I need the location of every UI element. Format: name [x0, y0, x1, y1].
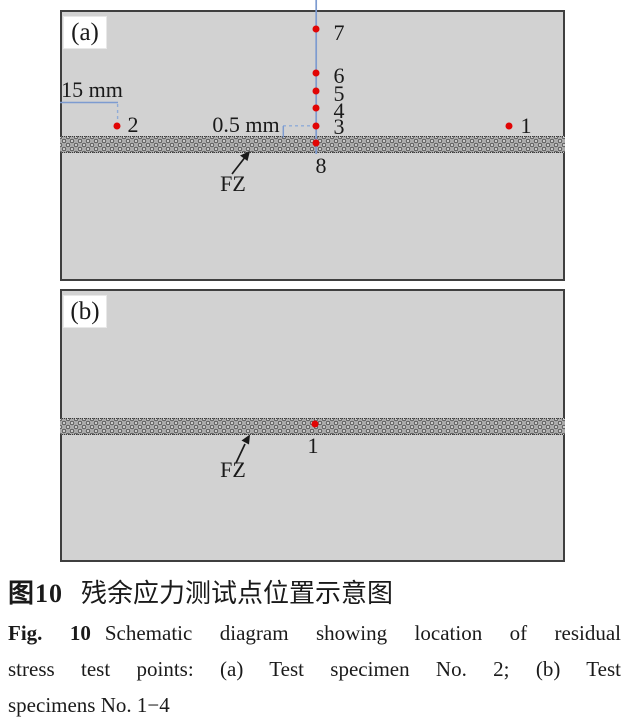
caption-en-line2: stress test points: (a) Test specimen No…: [8, 657, 621, 681]
test-point-a6: [312, 69, 320, 77]
point-label-b1: 1: [307, 433, 319, 458]
panel-b-label-text: (b): [70, 298, 100, 325]
caption-zh-text: 残余应力测试点位置示意图: [81, 579, 394, 608]
caption-en-line3: specimens No. 1−4: [8, 693, 170, 717]
caption-en-line1-text: Schematic diagram showing location of re…: [104, 621, 621, 645]
panel-b-label: (b): [63, 295, 107, 328]
test-point-a7: [312, 25, 320, 33]
point-label-a1: 1: [520, 113, 532, 138]
point-label-a7: 7: [333, 20, 345, 45]
caption-zh-fig-no: 图10: [8, 579, 64, 608]
caption-chinese: 图10 残余应力测试点位置示意图: [8, 577, 621, 611]
fz-label-a: FZ: [220, 171, 246, 196]
test-point-a2: [113, 122, 121, 130]
point-label-a5: 5: [333, 81, 345, 106]
caption-english: Fig. 10 Schematic diagram showing locatio…: [8, 615, 621, 723]
panel-a-label: (a): [63, 16, 107, 49]
test-point-a8: [312, 139, 320, 147]
dim-15mm-label: 15 mm: [61, 77, 123, 102]
caption-en-fig-no: Fig. 10: [8, 621, 91, 645]
test-point-a4: [312, 104, 320, 112]
point-label-a3: 3: [333, 114, 345, 139]
caption-en-line1: Fig. 10 Schematic diagram showing locatio…: [8, 615, 621, 651]
point-label-a6: 6: [333, 63, 345, 88]
panel-a-label-text: (a): [71, 19, 99, 46]
dim-05mm-label: 0.5 mm: [212, 112, 280, 137]
point-label-a2: 2: [127, 112, 139, 137]
point-label-a4: 4: [333, 98, 345, 123]
test-point-a5: [312, 87, 320, 95]
fz-label-b: FZ: [220, 457, 246, 482]
test-point-b1: [311, 420, 319, 428]
test-point-a1: [505, 122, 513, 130]
point-label-a8: 8: [315, 153, 327, 178]
test-point-a3: [312, 122, 320, 130]
